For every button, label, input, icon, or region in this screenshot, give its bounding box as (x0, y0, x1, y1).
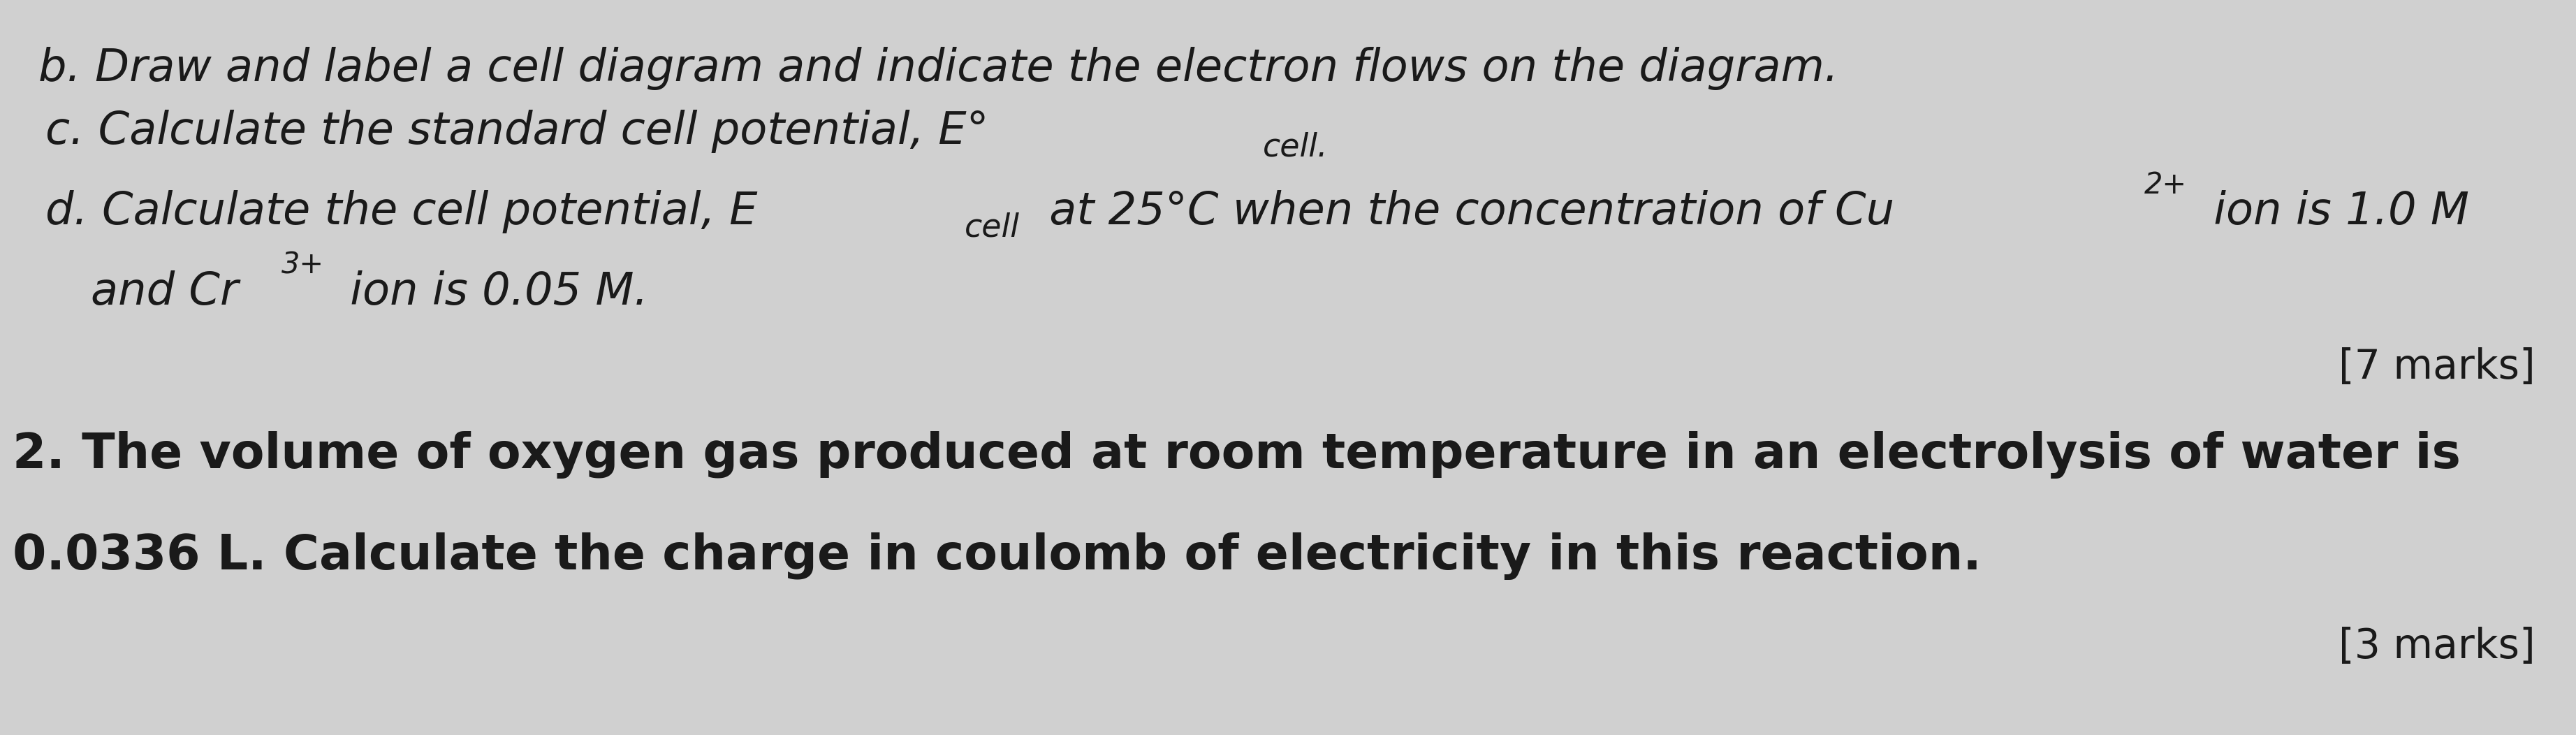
Text: b. Draw and label a cell diagram and indicate the electron flows on the diagram.: b. Draw and label a cell diagram and ind… (39, 47, 1839, 90)
Text: and Cr: and Cr (90, 270, 240, 314)
Text: at 25°C when the concentration of Cu: at 25°C when the concentration of Cu (1036, 190, 1896, 233)
Text: c. Calculate the standard cell potential, E°: c. Calculate the standard cell potential… (46, 110, 989, 153)
Text: cell: cell (963, 212, 1020, 244)
Text: 0.0336 L. Calculate the charge in coulomb of electricity in this reaction.: 0.0336 L. Calculate the charge in coulom… (13, 532, 1981, 580)
Text: ion is 1.0 M: ion is 1.0 M (2200, 190, 2468, 233)
Text: [3 marks]: [3 marks] (2339, 627, 2535, 667)
Text: 3+: 3+ (281, 251, 325, 280)
Text: cell.: cell. (1262, 132, 1329, 163)
Text: [7 marks]: [7 marks] (2339, 347, 2535, 387)
Text: d. Calculate the cell potential, E: d. Calculate the cell potential, E (46, 190, 757, 233)
Text: 2. The volume of oxygen gas produced at room temperature in an electrolysis of w: 2. The volume of oxygen gas produced at … (13, 431, 2460, 478)
Text: 2+: 2+ (2143, 171, 2187, 200)
Text: ion is 0.05 M.: ion is 0.05 M. (337, 270, 649, 314)
